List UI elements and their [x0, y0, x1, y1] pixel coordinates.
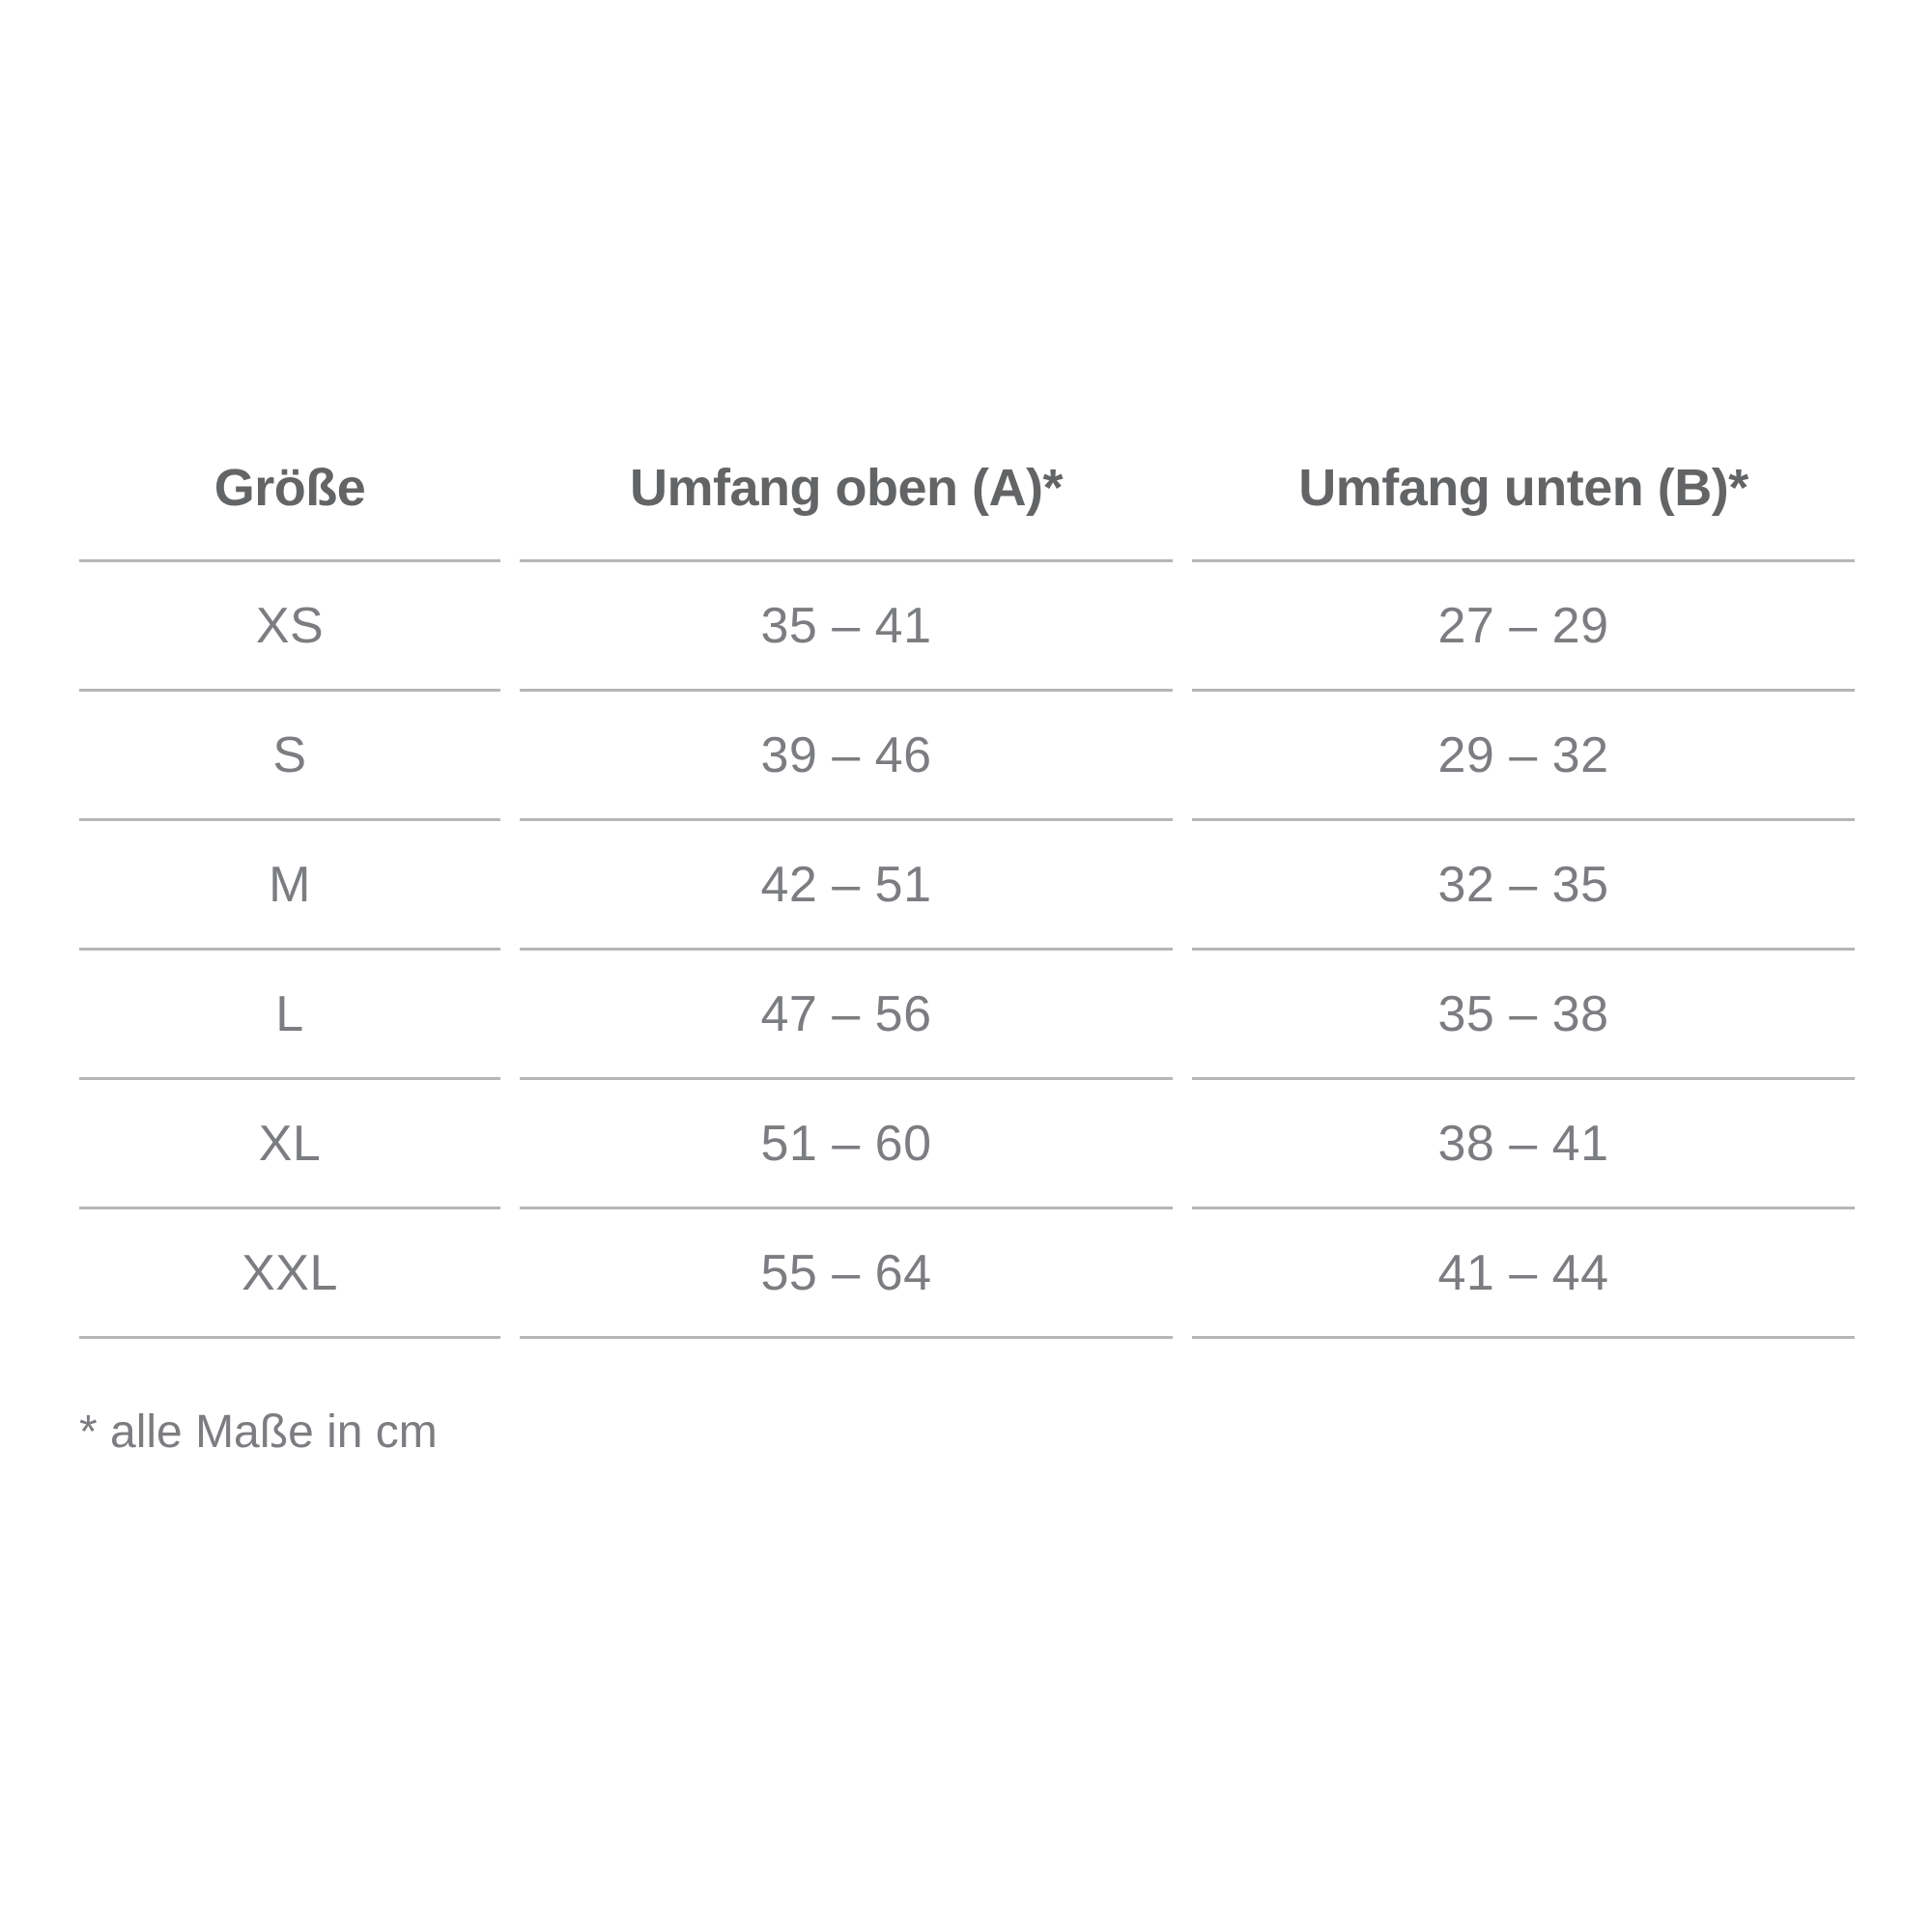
upper-range-value: 35 – 41	[760, 597, 932, 654]
size-value: M	[269, 856, 311, 913]
lower-range-cell: 35 – 38	[1192, 951, 1855, 1080]
upper-range-value: 51 – 60	[760, 1115, 932, 1172]
lower-range-cell: 38 – 41	[1192, 1080, 1855, 1209]
size-table: Größe Umfang oben (A)* Umfang unten (B)*…	[79, 415, 1855, 1339]
lower-range-value: 41 – 44	[1437, 1244, 1609, 1301]
lower-range-value: 32 – 35	[1437, 856, 1609, 913]
header-cell-groesse: Größe	[79, 415, 500, 562]
upper-range-cell: 55 – 64	[520, 1209, 1173, 1339]
upper-range-cell: 39 – 46	[520, 692, 1173, 821]
table-row-xxl: XXL 55 – 64 41 – 44	[79, 1209, 1855, 1339]
lower-range-cell: 41 – 44	[1192, 1209, 1855, 1339]
lower-range-value: 27 – 29	[1437, 597, 1609, 654]
size-value: S	[272, 726, 307, 783]
lower-range-value: 29 – 32	[1437, 726, 1609, 783]
table-row-s: S 39 – 46 29 – 32	[79, 692, 1855, 821]
upper-range-value: 55 – 64	[760, 1244, 932, 1301]
header-label-umfang-unten: Umfang unten (B)*	[1298, 458, 1748, 517]
footnote: * alle Maße in cm	[79, 1406, 438, 1458]
header-label-umfang-oben: Umfang oben (A)*	[630, 458, 1063, 517]
table-row-xs: XS 35 – 41 27 – 29	[79, 562, 1855, 692]
lower-range-cell: 32 – 35	[1192, 821, 1855, 951]
table-row-xl: XL 51 – 60 38 – 41	[79, 1080, 1855, 1209]
upper-range-cell: 47 – 56	[520, 951, 1173, 1080]
lower-range-value: 35 – 38	[1437, 985, 1609, 1042]
upper-range-value: 39 – 46	[760, 726, 932, 783]
upper-range-cell: 51 – 60	[520, 1080, 1173, 1209]
size-cell: L	[79, 951, 500, 1080]
size-cell: XL	[79, 1080, 500, 1209]
size-cell: M	[79, 821, 500, 951]
size-value: L	[275, 985, 304, 1042]
lower-range-cell: 27 – 29	[1192, 562, 1855, 692]
header-label-groesse: Größe	[213, 458, 366, 517]
header-cell-umfang-unten: Umfang unten (B)*	[1192, 415, 1855, 562]
header-row: Größe Umfang oben (A)* Umfang unten (B)*	[79, 415, 1855, 562]
size-value: XXL	[242, 1244, 338, 1301]
upper-range-cell: 42 – 51	[520, 821, 1173, 951]
upper-range-cell: 35 – 41	[520, 562, 1173, 692]
upper-range-value: 47 – 56	[760, 985, 932, 1042]
size-cell: XS	[79, 562, 500, 692]
table-row-l: L 47 – 56 35 – 38	[79, 951, 1855, 1080]
lower-range-value: 38 – 41	[1437, 1115, 1609, 1172]
size-value: XS	[255, 597, 325, 654]
size-value: XL	[258, 1115, 322, 1172]
table-row-m: M 42 – 51 32 – 35	[79, 821, 1855, 951]
header-cell-umfang-oben: Umfang oben (A)*	[520, 415, 1173, 562]
upper-range-value: 42 – 51	[760, 856, 932, 913]
size-cell: XXL	[79, 1209, 500, 1339]
lower-range-cell: 29 – 32	[1192, 692, 1855, 821]
size-cell: S	[79, 692, 500, 821]
